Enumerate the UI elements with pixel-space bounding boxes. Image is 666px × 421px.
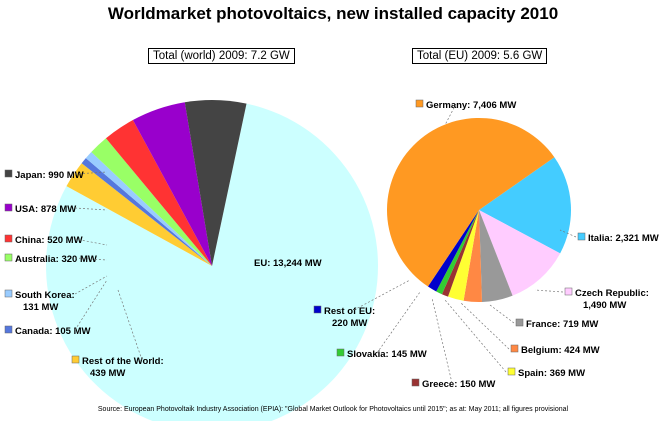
slice-label-czech-republic-line2: 1,490 MW bbox=[583, 300, 626, 311]
pie-slice-rest-of-eu bbox=[427, 210, 479, 292]
leader-line-czech-republic bbox=[534, 289, 564, 293]
leader-line-canada bbox=[74, 279, 108, 331]
legend-swatch-belgium bbox=[510, 344, 519, 353]
pie-slice-canada bbox=[81, 158, 213, 266]
legend-swatch-spain bbox=[507, 367, 516, 376]
leader-line-japan bbox=[74, 171, 108, 175]
slice-label-rest-of-the-world-line2: 439 MW bbox=[90, 368, 125, 379]
pie-slice-italia bbox=[479, 157, 571, 254]
leader-line-australia bbox=[74, 257, 108, 261]
legend-swatch-italia bbox=[577, 232, 586, 241]
slice-label-china: China: 520 MW bbox=[15, 235, 83, 246]
pie-slice-france bbox=[479, 210, 513, 302]
pie-slice-slovakia bbox=[436, 210, 479, 295]
leader-line-rest-of-the-world bbox=[117, 289, 143, 361]
pie-slice-czech-republic bbox=[479, 210, 561, 296]
pie-slice-germany bbox=[386, 117, 555, 287]
leader-line-france bbox=[489, 304, 515, 324]
slice-label-belgium: Belgium: 424 MW bbox=[521, 345, 600, 356]
legend-swatch-greece bbox=[411, 378, 420, 387]
slice-label-rest-of-eu-line2: 220 MW bbox=[332, 318, 367, 329]
legend-swatch-germany bbox=[415, 99, 424, 108]
pie-slice-australia bbox=[91, 138, 212, 266]
slice-label-germany: Germany: 7,406 MW bbox=[426, 100, 516, 111]
pie-slice-belgium bbox=[463, 210, 482, 302]
slice-label-czech-republic: Czech Republic: bbox=[575, 288, 649, 299]
pie-slice-greece bbox=[441, 210, 479, 297]
leader-line-slovakia bbox=[376, 291, 421, 354]
leader-line-usa bbox=[74, 207, 108, 211]
source-note: Source: European Photovoltaik Industry A… bbox=[97, 406, 569, 413]
pie-slice-japan bbox=[184, 100, 247, 267]
slice-label-italia: Italia: 2,321 MW bbox=[588, 233, 659, 244]
slice-label-eu: EU: 13,244 MW bbox=[254, 258, 322, 269]
slice-label-greece: Greece: 150 MW bbox=[422, 379, 495, 390]
slice-label-france: France: 719 MW bbox=[526, 319, 598, 330]
eu-total-box: Total (EU) 2009: 5.6 GW bbox=[412, 48, 548, 64]
pie-slice-eu bbox=[46, 103, 378, 421]
legend-swatch-china bbox=[4, 234, 13, 243]
leader-line-belgium bbox=[459, 301, 510, 350]
legend-swatch-czech-republic bbox=[564, 287, 573, 296]
slice-label-australia: Australia: 320 MW bbox=[15, 254, 97, 265]
legend-swatch-france bbox=[515, 318, 524, 327]
slice-label-south-korea: South Korea: bbox=[15, 290, 75, 301]
eu-pie: Italia: 2,321 MW Czech Republic:1,490 MW F… bbox=[313, 99, 659, 390]
slice-label-south-korea-line2: 131 MW bbox=[23, 302, 58, 313]
leader-line-rest-of-eu bbox=[353, 279, 411, 311]
leader-line-italia bbox=[559, 229, 577, 238]
pie-slice-china bbox=[105, 120, 212, 266]
slice-label-japan: Japan: 990 MW bbox=[15, 170, 84, 181]
slice-label-canada: Canada: 105 MW bbox=[15, 326, 91, 337]
legend-swatch-usa bbox=[4, 203, 13, 212]
legend-swatch-canada bbox=[4, 325, 13, 334]
slice-label-rest-of-eu: Rest of EU: bbox=[324, 306, 375, 317]
legend-swatch-slovakia bbox=[336, 348, 345, 357]
legend-swatch-japan bbox=[4, 169, 13, 178]
legend-swatch-south-korea bbox=[4, 289, 13, 298]
leader-line-spain bbox=[444, 299, 507, 373]
legend-swatch-rest-of-eu bbox=[313, 305, 322, 314]
pie-slice-spain bbox=[448, 210, 479, 301]
world-total-box: Total (world) 2009: 7.2 GW bbox=[148, 48, 295, 64]
pie-slice-rest-of-the-world bbox=[66, 163, 212, 266]
slice-label-usa: USA: 878 MW bbox=[15, 204, 76, 215]
slice-label-spain: Spain: 369 MW bbox=[518, 368, 585, 379]
legend-swatch-australia bbox=[4, 253, 13, 262]
leader-line-china bbox=[74, 238, 108, 246]
legend-swatch-rest-of-the-world bbox=[71, 355, 80, 364]
slice-label-slovakia: Slovakia: 145 MW bbox=[347, 349, 427, 360]
slice-label-rest-of-the-world: Rest of the World: bbox=[82, 356, 164, 367]
pie-slice-usa bbox=[132, 102, 212, 266]
pie-slice-south-korea bbox=[85, 152, 212, 266]
world-pie: EU: 13,244 MW Rest of the World:439 MW Can… bbox=[4, 100, 378, 421]
leader-line-greece bbox=[431, 297, 453, 384]
chart-title: Worldmarket photovoltaics, new installed… bbox=[107, 4, 559, 23]
